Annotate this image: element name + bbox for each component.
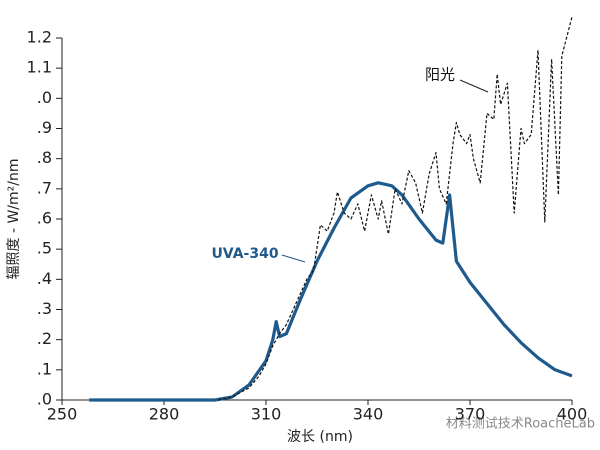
x-tick-label: 370 [455,405,486,424]
series-label: 阳光 [425,66,455,84]
leader-line [281,254,306,263]
watermark: 材料测试技术RoacheLab [446,417,595,432]
y-tick-label: .4 [37,269,52,288]
x-tick-label: 280 [149,405,180,424]
y-axis-title: 辐照度 - W/m²/nm [6,159,22,280]
x-tick-label: 310 [251,405,282,424]
x-axis-title: 波长 (nm) [287,429,353,445]
y-tick-label: .3 [37,299,52,318]
sunlight-line [218,16,573,401]
x-tick-label: 340 [353,405,384,424]
uva-line [89,181,573,402]
y-tick-label: 1.1 [27,58,52,77]
y-tick-label: 1.2 [27,28,52,47]
y-tick-label: .2 [37,329,52,348]
x-tick-label: 400 [557,405,588,424]
y-tick-label: .6 [37,209,52,228]
series-label: UVA-340 [211,246,278,262]
leader-line [459,79,489,93]
y-tick-label: .8 [37,148,52,167]
y-tick-label: .5 [37,239,52,258]
y-tick-label: .0 [37,88,52,107]
y-tick-label: .1 [37,359,52,378]
y-tick-label: .0 [37,390,52,409]
x-tick-label: 250 [47,405,78,424]
y-tick-label: .7 [37,178,52,197]
y-tick-label: .9 [37,118,52,137]
